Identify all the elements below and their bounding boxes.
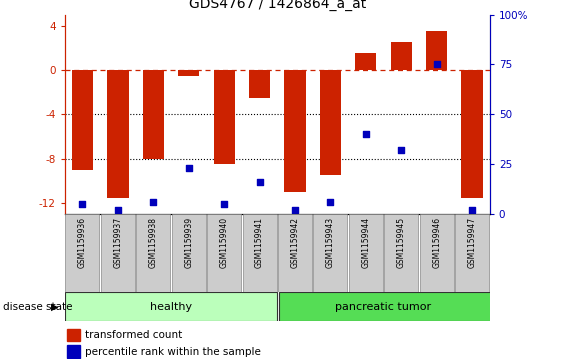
Bar (391, 42, 412, 70)
Bar (213, 70, 235, 164)
Text: GSM1159944: GSM1159944 (361, 216, 370, 268)
Bar (385, 214, 418, 292)
Text: pancreatic tumor: pancreatic tumor (336, 302, 432, 312)
Bar (68, 329, 80, 341)
Bar (243, 214, 276, 292)
Text: ▶: ▶ (51, 302, 59, 312)
Point (113, 207, 122, 213)
Point (326, 199, 335, 205)
Text: GSM1159945: GSM1159945 (397, 216, 406, 268)
Bar (419, 214, 454, 292)
Text: GSM1159942: GSM1159942 (291, 216, 300, 268)
Text: GSM1159937: GSM1159937 (113, 216, 122, 268)
Point (78, 201, 87, 207)
Point (220, 201, 229, 207)
Bar (72, 70, 93, 170)
Text: GSM1159941: GSM1159941 (255, 216, 264, 268)
Bar (320, 70, 341, 175)
Bar (107, 70, 128, 197)
Bar (65, 292, 276, 321)
Text: percentile rank within the sample: percentile rank within the sample (85, 347, 261, 356)
Text: GSM1159939: GSM1159939 (184, 216, 193, 268)
Bar (142, 70, 164, 159)
Point (397, 147, 406, 153)
Bar (279, 292, 490, 321)
Text: GSM1159936: GSM1159936 (78, 216, 87, 268)
Bar (349, 214, 383, 292)
Text: GSM1159938: GSM1159938 (149, 216, 158, 268)
Bar (455, 214, 489, 292)
Title: GDS4767 / 1426864_a_at: GDS4767 / 1426864_a_at (189, 0, 366, 11)
Text: healthy: healthy (150, 302, 192, 312)
Bar (101, 214, 135, 292)
Point (184, 165, 193, 171)
Point (291, 207, 300, 213)
Bar (426, 31, 447, 70)
Bar (65, 214, 100, 292)
Bar (355, 53, 377, 70)
Text: GSM1159940: GSM1159940 (220, 216, 229, 268)
Bar (249, 70, 270, 98)
Bar (178, 70, 199, 76)
Text: GSM1159943: GSM1159943 (326, 216, 335, 268)
Point (432, 61, 441, 68)
Bar (284, 70, 306, 192)
Bar (207, 214, 241, 292)
Text: GSM1159947: GSM1159947 (468, 216, 477, 268)
Bar (136, 214, 170, 292)
Bar (172, 214, 205, 292)
Bar (314, 214, 347, 292)
Bar (462, 70, 482, 197)
Point (149, 199, 158, 205)
Bar (68, 345, 80, 358)
Bar (278, 214, 312, 292)
Point (361, 131, 370, 137)
Point (468, 207, 477, 213)
Text: GSM1159946: GSM1159946 (432, 216, 441, 268)
Point (255, 179, 264, 185)
Text: disease state: disease state (3, 302, 72, 312)
Text: transformed count: transformed count (85, 330, 182, 340)
